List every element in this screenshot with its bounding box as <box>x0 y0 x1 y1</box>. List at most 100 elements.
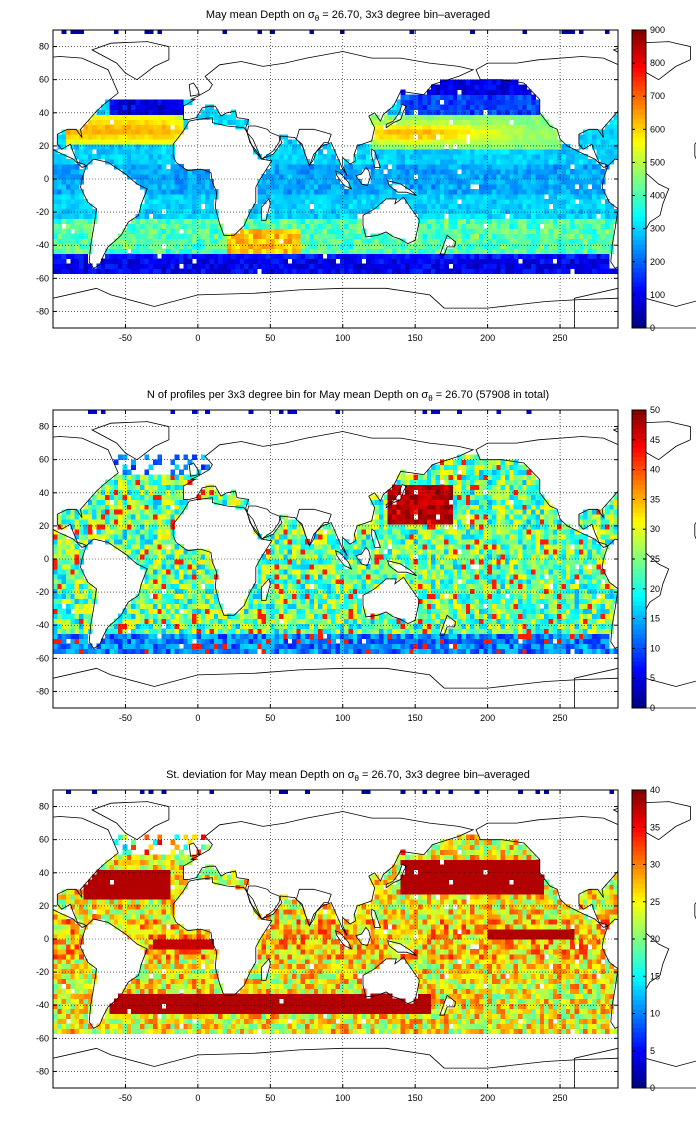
heatmap-cell <box>374 648 380 654</box>
heatmap-cell <box>305 613 310 619</box>
heatmap-cell <box>139 179 145 185</box>
heatmap-cell <box>335 203 341 210</box>
heatmap-cell <box>305 628 310 634</box>
heatmap-cell <box>392 154 397 160</box>
heatmap-cell <box>548 208 554 215</box>
heatmap-cell <box>491 218 497 225</box>
heatmap-cell <box>596 618 602 624</box>
heatmap-cell <box>604 268 610 274</box>
heatmap-cell <box>487 139 493 145</box>
heatmap-cell <box>474 179 480 185</box>
heatmap-cell <box>187 618 193 624</box>
heatmap-cell <box>152 618 158 624</box>
heatmap-cell <box>444 119 449 125</box>
heatmap-cell <box>487 623 493 629</box>
heatmap-cell <box>461 243 467 249</box>
heatmap-cell <box>526 603 532 610</box>
heatmap-cell <box>518 218 523 225</box>
heatmap-cell <box>126 623 132 629</box>
heatmap-cell <box>148 174 154 180</box>
heatmap-cell <box>348 169 354 175</box>
heatmap-cell <box>126 149 132 155</box>
heatmap-cell <box>257 188 263 195</box>
heatmap-cell <box>587 129 593 135</box>
heatmap-cell <box>544 638 549 644</box>
heatmap-cell <box>591 253 597 259</box>
heatmap-cell <box>444 79 449 86</box>
heatmap-cell <box>487 124 493 130</box>
heatmap-cell <box>252 263 258 269</box>
heatmap-cell <box>431 253 436 259</box>
heatmap-cell <box>565 198 571 205</box>
heatmap-cell <box>535 258 541 264</box>
heatmap-cell <box>83 263 89 269</box>
heatmap-cell <box>422 139 428 145</box>
heatmap-cell <box>505 258 510 264</box>
heatmap-cell <box>335 218 341 225</box>
heatmap-cell <box>518 154 523 160</box>
heatmap-cell <box>79 139 84 145</box>
heatmap-cell <box>122 628 128 634</box>
heatmap-cell <box>252 593 258 600</box>
heatmap-cell <box>192 598 197 605</box>
heatmap-cell <box>335 648 341 654</box>
heatmap-cell <box>83 623 89 629</box>
heatmap-cell <box>296 593 302 600</box>
heatmap-cell <box>161 159 167 165</box>
heatmap-cell <box>439 144 445 150</box>
heatmap-cell <box>339 633 345 639</box>
colorbar-swatch <box>632 165 646 171</box>
heatmap-cell <box>222 648 228 654</box>
heatmap-cell <box>400 144 406 150</box>
heatmap-cell <box>444 248 449 254</box>
heatmap-cell <box>274 159 280 165</box>
heatmap-cell <box>552 144 558 150</box>
heatmap-cell <box>422 228 428 235</box>
heatmap-cell <box>383 253 389 259</box>
heatmap-cell <box>435 198 441 205</box>
heatmap-cell <box>357 643 362 649</box>
colorbar-tick-label: 900 <box>650 25 665 35</box>
heatmap-cell <box>66 248 71 254</box>
heatmap-cell <box>531 183 536 190</box>
heatmap-cell <box>248 263 254 269</box>
heatmap-cell <box>287 139 293 145</box>
heatmap-cell <box>604 253 610 259</box>
heatmap-cell <box>166 598 171 605</box>
heatmap-cell <box>548 159 554 165</box>
heatmap-cell <box>352 598 358 605</box>
heatmap-cell <box>387 114 393 120</box>
heatmap-cell <box>144 628 150 634</box>
heatmap-cell <box>526 134 532 140</box>
heatmap-cell <box>583 243 588 249</box>
heatmap-cell <box>426 633 432 639</box>
heatmap-cell <box>513 203 519 210</box>
heatmap-cell <box>348 618 354 624</box>
heatmap-cell <box>57 208 63 215</box>
heatmap-cell <box>292 203 297 210</box>
heatmap-cell <box>591 633 597 639</box>
heatmap-cell <box>305 263 310 269</box>
heatmap-cell <box>348 263 354 269</box>
heatmap-cell <box>344 258 349 264</box>
heatmap-cell <box>496 243 502 249</box>
heatmap-cell <box>591 623 597 629</box>
heatmap-cell <box>513 613 519 619</box>
heatmap-cell <box>448 124 454 130</box>
heatmap-cell <box>252 238 258 244</box>
heatmap-cell <box>374 243 380 249</box>
heatmap-cell <box>409 203 415 210</box>
heatmap-cell <box>218 608 223 615</box>
heatmap-cell <box>422 198 428 205</box>
heatmap-cell <box>500 124 506 130</box>
heatmap-cell <box>53 149 58 155</box>
heatmap-cell <box>83 228 89 235</box>
heatmap-cell <box>196 174 202 180</box>
heatmap-cell <box>548 633 554 639</box>
heatmap-cell <box>509 263 515 269</box>
heatmap-cell <box>248 638 254 644</box>
heatmap-cell <box>552 248 558 254</box>
heatmap-cell <box>604 623 610 629</box>
heatmap-cell <box>83 198 89 205</box>
heatmap-cell <box>131 223 136 230</box>
